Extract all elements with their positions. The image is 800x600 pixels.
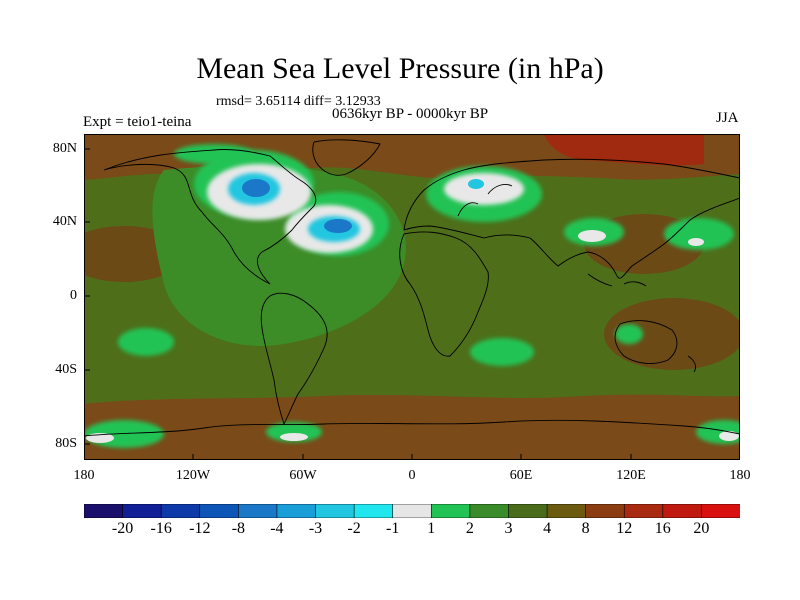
field-white-eurasia [444, 173, 524, 205]
colorbar-swatch [122, 504, 162, 518]
plot-subtitle: 0636kyr BP - 0000kyr BP [331, 106, 489, 122]
coast-australia [614, 320, 678, 364]
coast-indonesia [587, 273, 647, 287]
colorbar-label: -1 [386, 520, 400, 537]
colorbar-label: 16 [654, 520, 671, 537]
colorbar-swatch [662, 504, 703, 518]
lon-label-180e: 180 [729, 468, 751, 483]
colorbar-label: 4 [543, 520, 552, 537]
colorbar-label: -16 [150, 520, 172, 537]
colorbar-label: 2 [465, 520, 474, 537]
pressure-map [84, 134, 740, 460]
colorbar-swatch [430, 504, 471, 518]
coast-africa [399, 231, 489, 357]
lon-label-0: 0 [408, 468, 416, 483]
colorbar-label: 20 [693, 520, 710, 537]
lon-label-60e: 60E [509, 468, 533, 483]
colorbar-swatch [238, 504, 278, 518]
lon-label-120w: 120W [175, 468, 211, 483]
colorbar-label: -3 [308, 520, 323, 537]
coast-mediterranean [457, 183, 513, 217]
colorbar-swatch [276, 504, 317, 518]
lat-label-80n: 80N [52, 141, 77, 156]
field-white-ant-c [280, 433, 308, 441]
stats-label: rmsd= 3.65114 diff= 3.12933 [216, 94, 381, 109]
season-label: JJA [716, 110, 739, 126]
colorbar-swatch [315, 504, 355, 518]
map-ticks [84, 148, 740, 460]
lat-label-80s: 80S [55, 436, 77, 451]
colorbar-swatch [701, 504, 740, 518]
lat-label-40n: 40N [52, 214, 77, 229]
field-south-brown [84, 394, 740, 460]
coast-eurasia [403, 158, 740, 279]
field-white-ant-e [719, 431, 739, 441]
plot-title: Mean Sea Level Pressure (in hPa) [196, 52, 604, 85]
lat-label-0: 0 [70, 288, 77, 303]
colorbar-label: -4 [270, 520, 284, 537]
colorbar-swatch [469, 504, 510, 518]
lat-label-40s: 40S [55, 362, 77, 377]
colorbar-swatch [84, 504, 124, 518]
field-green-indian [470, 338, 534, 366]
colorbar-label: -20 [111, 520, 134, 537]
colorbar-label: 1 [427, 520, 436, 537]
field-green-wpac [664, 218, 734, 250]
coastlines [84, 139, 740, 437]
colorbar-swatch [546, 504, 587, 518]
coast-north-america [103, 149, 317, 285]
experiment-label: Expt = teio1-teina [83, 114, 192, 130]
colorbar-label: 12 [616, 520, 633, 537]
lon-label-60w: 60W [289, 468, 317, 483]
field-north-red [544, 134, 704, 166]
coast-new-zealand [687, 355, 697, 373]
colorbar-label: -12 [189, 520, 211, 537]
coast-antarctica [84, 419, 740, 437]
colorbar-swatch [353, 504, 394, 518]
colorbar-swatch [585, 504, 626, 518]
lon-label-120e: 120E [616, 468, 646, 483]
coast-south-america [260, 292, 328, 426]
field-patch-pacific-sw [604, 298, 740, 370]
colorbar-swatch [508, 504, 548, 518]
colorbar-label: -8 [231, 520, 246, 537]
colorbar-label: 3 [504, 520, 513, 537]
colorbar-swatch [160, 504, 201, 518]
coast-greenland [312, 139, 381, 176]
field-white-asia [578, 230, 606, 242]
colorbar [84, 504, 740, 518]
lon-label-180w: 180 [73, 468, 95, 483]
colorbar-label: -2 [347, 520, 361, 537]
colorbar-swatch [199, 504, 240, 518]
field-blue-na [242, 179, 270, 197]
field-white-wpac [688, 238, 704, 246]
colorbar-swatch [392, 504, 433, 518]
field-green-aus [615, 324, 643, 344]
field-green-sw-pacific [118, 328, 174, 356]
colorbar-label: 8 [581, 520, 590, 537]
field-cyan-eurasia [468, 179, 484, 189]
colorbar-swatch [623, 504, 664, 518]
field-blue-atl [324, 219, 352, 233]
